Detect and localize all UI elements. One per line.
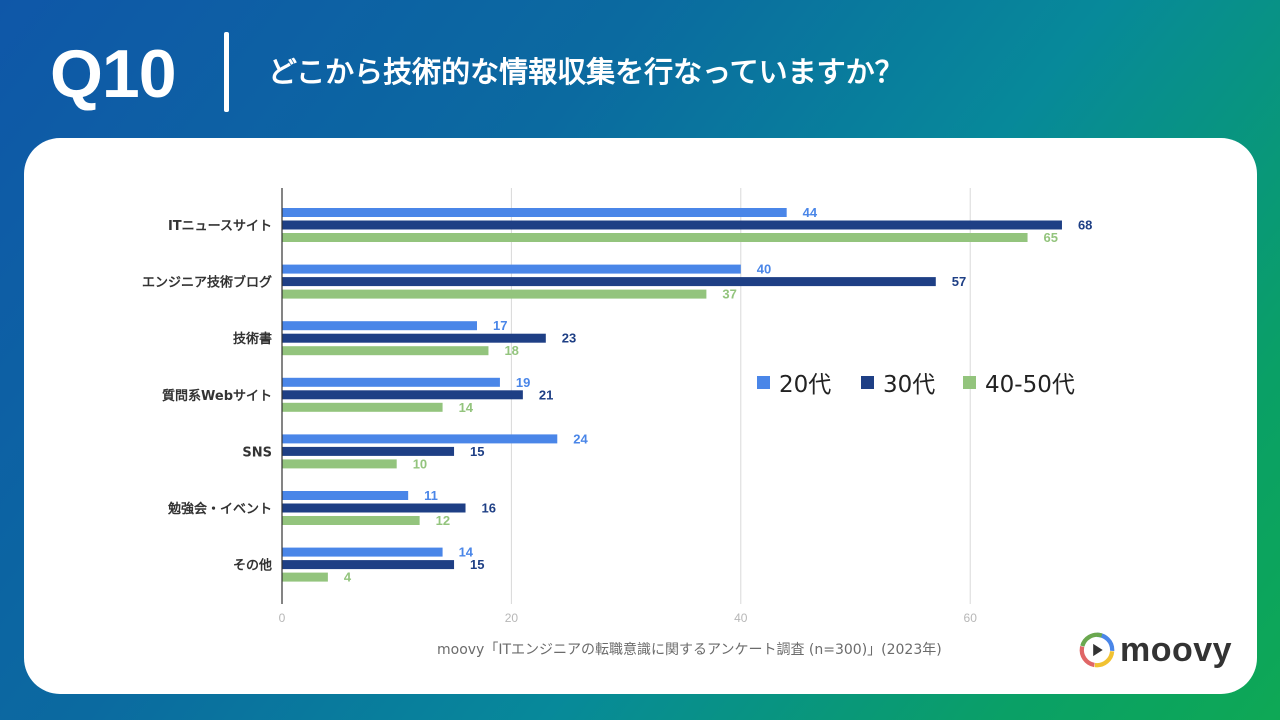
bar-value-label: 65	[1044, 230, 1058, 245]
bar	[282, 346, 489, 356]
bar-value-label: 15	[470, 444, 484, 459]
category-label: エンジニア技術ブログ	[142, 275, 272, 291]
bar	[282, 390, 523, 400]
bar	[282, 434, 558, 444]
bar	[282, 459, 397, 469]
legend-label: 30代	[883, 372, 935, 398]
bar-value-label: 23	[562, 331, 576, 346]
bar	[282, 547, 443, 557]
bar-value-label: 16	[482, 501, 496, 516]
bar-value-label: 14	[459, 400, 474, 415]
legend-label: 20代	[779, 372, 831, 398]
brand-name: moovy	[1120, 631, 1233, 669]
bar	[282, 446, 455, 456]
bar	[282, 333, 546, 343]
bar-value-label: 12	[436, 513, 450, 528]
bar-value-label: 11	[424, 488, 438, 503]
bar-value-label: 24	[573, 431, 588, 446]
category-label: 技術書	[233, 331, 272, 347]
bar-value-label: 44	[803, 205, 818, 220]
question-number: Q10	[50, 36, 177, 112]
bar	[282, 491, 409, 500]
bar-value-label: 4	[344, 570, 352, 585]
legend-swatch	[861, 376, 874, 389]
play-logo-icon	[1079, 632, 1115, 668]
bar	[282, 377, 500, 387]
bar-value-label: 19	[516, 375, 530, 390]
moovy-logo: moovy	[1078, 628, 1232, 672]
bar	[282, 516, 420, 525]
category-label: 質問系Webサイト	[162, 388, 272, 404]
question-title: どこから技術的な情報収集を行なっていますか？	[268, 55, 904, 89]
x-tick-label: 0	[279, 611, 286, 625]
category-label: SNS	[242, 445, 272, 460]
bar-value-label: 15	[470, 557, 484, 572]
bar-value-label: 40	[757, 262, 771, 277]
bar	[282, 402, 443, 412]
bar-value-label: 57	[952, 274, 966, 289]
bar	[282, 503, 466, 513]
bar	[282, 208, 787, 217]
bar-value-label: 18	[504, 343, 518, 358]
bar	[282, 289, 707, 299]
legend-swatch	[963, 376, 976, 389]
category-label: その他	[233, 558, 272, 574]
bar-value-label: 68	[1078, 218, 1092, 233]
bar	[282, 220, 1062, 230]
x-tick-label: 40	[734, 611, 748, 625]
bar	[282, 572, 328, 582]
legend-label: 40-50代	[985, 372, 1075, 398]
category-label: ITニュースサイト	[168, 219, 272, 234]
bar-value-label: 10	[413, 456, 427, 471]
chart-card	[24, 138, 1257, 694]
legend-swatch	[757, 376, 770, 389]
source-caption: moovy「ITエンジニアの転職意識に関するアンケート調査 (n=300)」(2…	[437, 642, 942, 658]
category-label: 勉強会・イベント	[167, 501, 272, 517]
bar-value-label: 14	[459, 545, 474, 560]
bar	[282, 560, 455, 570]
bar-value-label: 21	[539, 387, 553, 402]
bar	[282, 264, 741, 274]
x-tick-label: 20	[505, 611, 519, 625]
bar	[282, 277, 936, 287]
bar-value-label: 17	[493, 318, 507, 333]
x-tick-label: 60	[964, 611, 978, 625]
bar	[282, 233, 1028, 242]
header-divider	[224, 32, 229, 112]
bar-value-label: 37	[722, 287, 736, 302]
bar	[282, 321, 477, 331]
